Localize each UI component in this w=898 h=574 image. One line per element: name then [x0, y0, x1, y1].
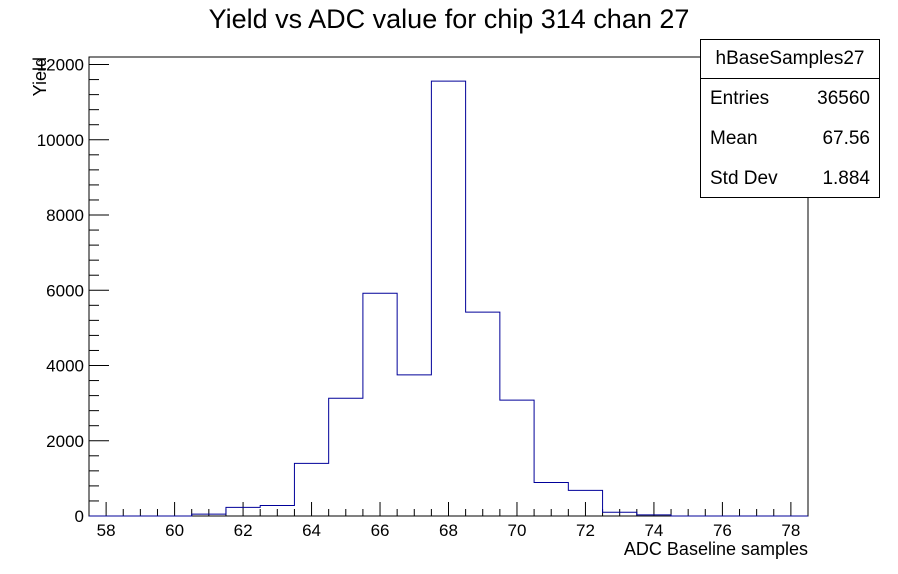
x-tick-label: 58: [97, 521, 116, 540]
stats-value: 36560: [817, 88, 870, 109]
y-tick-label: 0: [75, 507, 84, 526]
x-tick-label: 64: [302, 521, 321, 540]
x-tick-label: 68: [439, 521, 458, 540]
stats-value: 1.884: [822, 168, 870, 189]
x-tick-label: 74: [644, 521, 663, 540]
histogram-bin: [431, 81, 465, 516]
stats-label: Mean: [710, 128, 758, 149]
x-tick-label: 70: [508, 521, 527, 540]
stats-value: 67.56: [822, 128, 870, 149]
x-tick-label: 78: [781, 521, 800, 540]
y-tick-label: 10000: [37, 131, 84, 150]
y-axis-label: Yield: [30, 57, 50, 96]
stats-label: Std Dev: [710, 168, 778, 189]
histogram-outline: [89, 80, 808, 517]
y-tick-labels: 0 2000 4000 6000 8000 10000 12000: [37, 56, 84, 526]
chart-title: Yield vs ADC value for chip 314 chan 27: [208, 4, 690, 34]
stats-row-entries: Entries 36560: [701, 79, 879, 119]
stats-label: Entries: [710, 88, 770, 109]
histogram-bin: [500, 400, 534, 516]
y-tick-label: 12000: [37, 56, 84, 75]
histogram-bin: [329, 398, 363, 516]
histogram-bin: [363, 293, 397, 516]
x-tick-labels: 58 60 62 64 66 68 70 72 74 76 78: [97, 521, 801, 540]
stats-row-std-dev: Std Dev 1.884: [701, 159, 879, 199]
x-tick-label: 72: [576, 521, 595, 540]
y-axis-ticks: [89, 64, 109, 517]
x-axis-label: ADC Baseline samples: [624, 539, 808, 559]
y-tick-label: 6000: [46, 281, 84, 300]
x-tick-label: 76: [713, 521, 732, 540]
y-tick-label: 8000: [46, 206, 84, 225]
stats-row-mean: Mean 67.56: [701, 119, 879, 159]
stats-box-title: hBaseSamples27: [701, 40, 879, 79]
x-tick-label: 66: [371, 521, 390, 540]
histogram-bin: [466, 312, 500, 516]
x-tick-label: 62: [234, 521, 253, 540]
x-axis-ticks: [105, 502, 792, 516]
x-tick-label: 60: [165, 521, 184, 540]
stats-box: hBaseSamples27 Entries 36560 Mean 67.56 …: [700, 39, 880, 198]
y-tick-label: 4000: [46, 357, 84, 376]
histogram-bin: [397, 375, 431, 516]
y-tick-label: 2000: [46, 432, 84, 451]
